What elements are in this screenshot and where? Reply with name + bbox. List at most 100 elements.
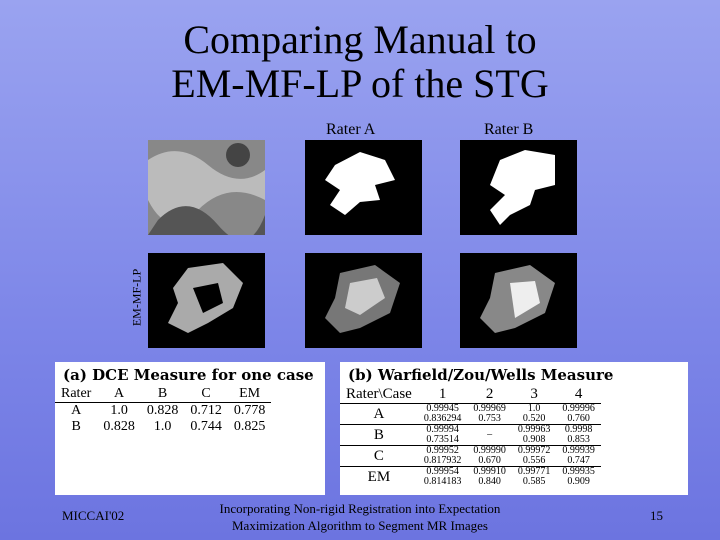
page-number: 15 (650, 508, 663, 523)
table-b: (b) Warfield/Zou/Wells Measure Rater\Cas… (340, 362, 688, 495)
cell: B (71, 419, 81, 434)
header-cell: C (184, 386, 228, 403)
cell-value: 0.585 (522, 476, 546, 487)
cell: 0.99990 0.670 (467, 445, 512, 467)
header-cell: Rater (55, 386, 98, 403)
cell: 0.99910 0.840 (467, 466, 512, 487)
cell-value: 0.747 (567, 455, 590, 466)
title-line: EM-MF-LP of the STG (171, 61, 549, 106)
cell: 0.99935 0.909 (556, 466, 601, 487)
cell: – (467, 424, 512, 446)
segmentation-image (305, 140, 422, 235)
cell: 0.99954 0.814183 (417, 466, 468, 487)
cell-value: 0.99969 (473, 403, 506, 414)
cell: 0.828 (146, 403, 179, 418)
cell: 0.99952 0.817932 (417, 445, 468, 467)
cell: B (340, 424, 418, 446)
cell: 1.0 (110, 403, 128, 418)
cell-value: 0.817932 (423, 455, 462, 466)
caption: (b) Warfield/Zou/Wells Measure (348, 366, 614, 384)
header-cell: B (140, 386, 185, 403)
cell: 0.778 (233, 403, 266, 418)
row: B 0.99994 0.73514–0.99963 0.908 0.9998 0.853 (340, 424, 601, 446)
cell-value: 0.670 (478, 455, 501, 466)
footer-center: Incorporating Non-rigid Registration int… (180, 500, 540, 534)
column-label: Rater B (484, 121, 534, 138)
header-cell: 2 (485, 386, 494, 402)
cell-value: 0.760 (567, 413, 590, 424)
cell: 0.99996 0.760 (556, 403, 601, 425)
cell-value: 0.853 (567, 434, 590, 445)
cell-value: 0.99771 (517, 466, 551, 477)
cell-value: 0.99945 (426, 403, 459, 414)
table-a: (a) DCE Measure for one case Rater A B C EM A… (55, 362, 325, 495)
cell-value: 0.99972 (517, 445, 551, 456)
row: B 0.828 1.0 0.744 0.825 (55, 419, 271, 435)
cell-value: 0.99939 (562, 445, 595, 456)
cell-value: 0.836294 (423, 413, 462, 424)
header-cell: 4 (574, 386, 583, 402)
cell: 0.99969 0.753 (467, 403, 512, 425)
cell-value: 0.909 (567, 476, 590, 487)
cell-value: – (487, 429, 493, 440)
cell: 0.744 (190, 419, 222, 434)
caption: (a) DCE Measure for one case (63, 366, 314, 384)
cell-value: 0.520 (522, 413, 546, 424)
header-cell: EM (227, 386, 272, 403)
cell: 0.99972 0.556 (511, 445, 557, 467)
cell: 1.0 (153, 419, 172, 434)
header-cell: A (97, 386, 141, 403)
cell-value: 0.9998 (564, 424, 593, 435)
cell-value: 0.908 (522, 434, 546, 445)
cell: 0.712 (190, 403, 222, 418)
cell: 0.828 (103, 419, 135, 434)
cell-value: 0.73514 (426, 434, 459, 445)
segmentation-image (305, 253, 422, 348)
cell-value: 0.99910 (473, 466, 506, 477)
cell-value: 0.99996 (562, 403, 595, 414)
cell-value: 0.99963 (517, 424, 551, 435)
segmentation-image (460, 253, 577, 348)
cell: 0.99945 0.836294 (417, 403, 468, 425)
row: C 0.99952 0.817932 0.99990 0.670 0.99972 0.556… (340, 445, 601, 467)
footer-line: Incorporating Non-rigid Registration int… (219, 501, 501, 516)
header-row: Rater A B C EM (55, 386, 272, 403)
footer-line: Maximization Algorithm to Segment MR Ima… (231, 518, 488, 533)
cell: 0.9998 0.853 (556, 424, 601, 446)
cell-value: 0.556 (522, 455, 546, 466)
cell: 0.99994 0.73514 (417, 424, 468, 446)
cell: 0.99771 0.585 (511, 466, 557, 487)
cell-value: 0.840 (478, 476, 501, 487)
header-cell: 3 (530, 386, 538, 402)
cell-value: 0.99994 (426, 424, 459, 435)
column-label: Rater A (326, 121, 376, 138)
segmentation-image (148, 253, 265, 348)
cell-value: 0.814183 (423, 476, 462, 487)
segmentation-image (460, 140, 577, 235)
cell-value: 1.0 (527, 403, 541, 414)
cell: 1.0 0.520 (511, 403, 557, 425)
row: A 1.0 0.828 0.712 0.778 (55, 403, 271, 420)
cell-value: 0.753 (478, 413, 501, 424)
footer-left: MICCAI'02 (62, 508, 125, 523)
table: Rater\Case 1 2 3 4 A 0.99945 0.836294 0.99969 0.7… (340, 386, 601, 487)
header-cell: 1 (438, 386, 447, 402)
cell: A (340, 403, 418, 425)
cell: A (71, 403, 82, 418)
mri-image (148, 140, 265, 235)
row: EM 0.99954 0.814183 0.99910 0.840 0.99771 0.58… (340, 466, 601, 487)
row: A 0.99945 0.836294 0.99969 0.753 1.0 0.520 0.99… (340, 403, 601, 425)
cell-value: 0.99935 (562, 466, 595, 477)
cell-value: 0.99954 (426, 466, 459, 477)
cell: 0.99939 0.747 (556, 445, 601, 467)
row-label: EM-MF-LP (129, 268, 144, 327)
header-cell: Rater\Case (346, 386, 412, 402)
cell: 0.825 (233, 419, 266, 434)
cell-value: 0.99952 (426, 445, 459, 456)
cell: 0.99963 0.908 (511, 424, 557, 446)
title: Comparing Manual to EM-MF-LP of the STG (0, 18, 720, 106)
cell: EM (340, 466, 418, 487)
cell-value: 0.99990 (473, 445, 506, 456)
table: Rater A B C EM A 1.0 0.828 0.712 0.778 B 0.828 1.0 0.… (55, 386, 272, 435)
